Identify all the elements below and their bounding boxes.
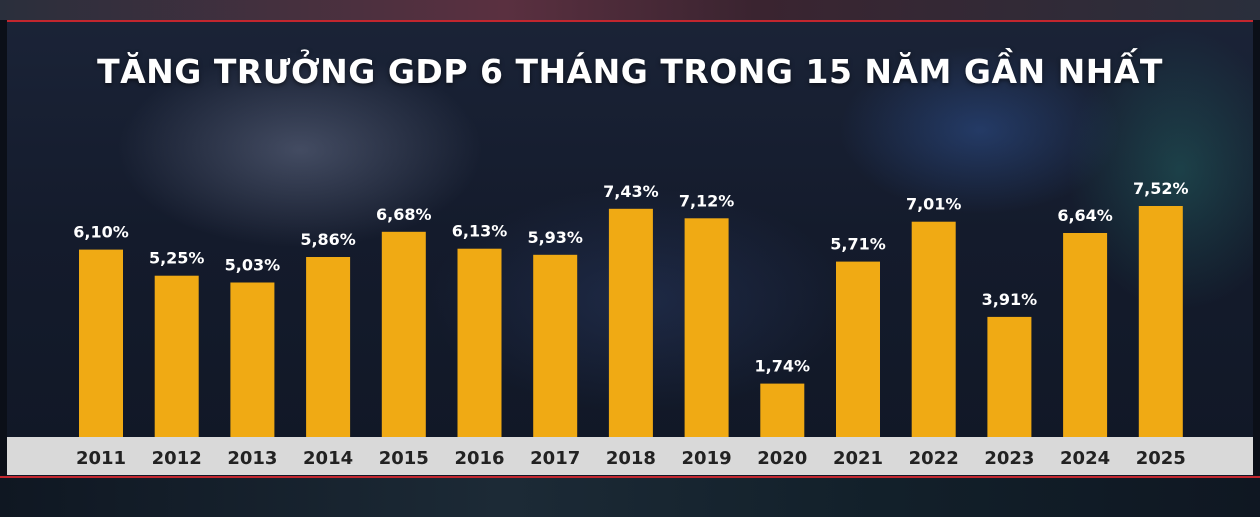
value-label-2020: 1,74%: [755, 357, 811, 376]
bar-2013: [230, 282, 275, 437]
bar-2018: [608, 208, 653, 437]
bar-2011: [79, 249, 123, 437]
x-tick-2012: 2012: [152, 448, 202, 469]
x-tick-2025: 2025: [1136, 448, 1186, 469]
value-label-2025: 7,52%: [1133, 179, 1189, 198]
x-tick-2024: 2024: [1060, 448, 1110, 469]
x-tick-2018: 2018: [606, 448, 656, 469]
x-tick-2017: 2017: [530, 448, 580, 469]
x-tick-labels-group: 2011 2012 2013 2014 2015 2016 2017 2018 2019 2020…: [76, 448, 1186, 469]
x-tick-2019: 2019: [682, 448, 732, 469]
bar-2025: [1138, 206, 1183, 437]
value-label-2023: 3,91%: [982, 290, 1038, 309]
x-tick-2021: 2021: [833, 448, 883, 469]
value-label-2017: 5,93%: [527, 228, 583, 247]
right-frame-edge: [1253, 20, 1260, 478]
x-tick-2016: 2016: [454, 448, 504, 469]
value-label-2019: 7,12%: [679, 191, 735, 210]
value-label-2014: 5,86%: [300, 230, 356, 249]
x-tick-2013: 2013: [227, 448, 277, 469]
bar-2014: [306, 257, 351, 437]
value-label-2021: 5,71%: [830, 235, 886, 254]
value-label-2022: 7,01%: [906, 195, 962, 214]
value-label-2012: 5,25%: [149, 249, 205, 268]
x-tick-2023: 2023: [984, 448, 1034, 469]
left-frame-edge: [0, 20, 7, 478]
x-tick-2020: 2020: [757, 448, 807, 469]
chart-title: TĂNG TRƯỞNG GDP 6 THÁNG TRONG 15 NĂM GẦN…: [97, 52, 1163, 91]
bottom-strip: [0, 478, 1260, 517]
bars-group: [79, 206, 1183, 437]
value-label-2015: 6,68%: [376, 205, 432, 224]
value-label-2024: 6,64%: [1057, 206, 1113, 225]
bar-2020: [760, 383, 805, 437]
bar-2021: [836, 261, 880, 437]
x-tick-2014: 2014: [303, 448, 353, 469]
value-label-2018: 7,43%: [603, 182, 659, 201]
x-tick-2022: 2022: [909, 448, 959, 469]
x-tick-2015: 2015: [379, 448, 429, 469]
bar-2015: [381, 231, 426, 437]
bar-2022: [911, 221, 956, 437]
value-label-2011: 6,10%: [73, 223, 129, 242]
x-tick-2011: 2011: [76, 448, 126, 469]
value-label-2013: 5,03%: [225, 256, 281, 275]
bottom-accent-line: [0, 476, 1260, 478]
value-labels-group: 6,10% 5,25% 5,03% 5,86% 6,68% 6,13% 5,93% 7,43%…: [73, 179, 1188, 376]
top-strip: [0, 0, 1260, 20]
value-label-2016: 6,13%: [452, 222, 508, 241]
top-accent-line: [0, 20, 1260, 22]
x-axis-band: [7, 437, 1253, 475]
bar-2019: [684, 218, 729, 437]
bar-2023: [987, 316, 1032, 437]
bar-2017: [533, 254, 578, 437]
bar-2012: [154, 275, 199, 437]
bar-2024: [1063, 233, 1108, 437]
bar-2016: [457, 248, 502, 437]
